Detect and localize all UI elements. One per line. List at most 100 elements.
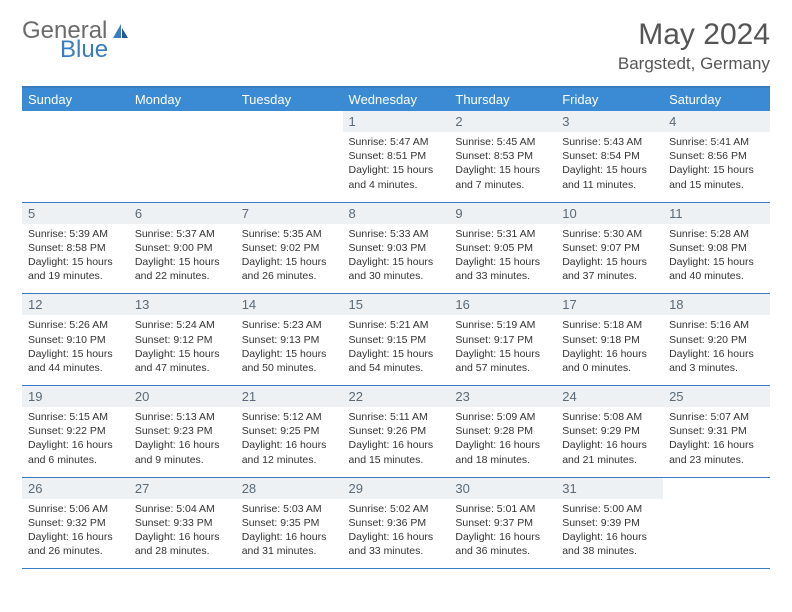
sail-icon bbox=[109, 19, 131, 46]
calendar-day-cell: 16Sunrise: 5:19 AMSunset: 9:17 PMDayligh… bbox=[449, 294, 556, 386]
day-details: Sunrise: 5:13 AMSunset: 9:23 PMDaylight:… bbox=[129, 407, 236, 477]
day-number: 15 bbox=[343, 294, 450, 315]
day-number: 11 bbox=[663, 203, 770, 224]
day-number: 3 bbox=[556, 111, 663, 132]
brand-logo: GeneralBlue bbox=[22, 18, 129, 68]
weekday-header: Sunday bbox=[22, 88, 129, 111]
day-details: Sunrise: 5:12 AMSunset: 9:25 PMDaylight:… bbox=[236, 407, 343, 477]
day-details: Sunrise: 5:06 AMSunset: 9:32 PMDaylight:… bbox=[22, 499, 129, 569]
empty-day bbox=[236, 111, 343, 133]
day-details: Sunrise: 5:07 AMSunset: 9:31 PMDaylight:… bbox=[663, 407, 770, 477]
day-number: 5 bbox=[22, 203, 129, 224]
day-number: 29 bbox=[343, 478, 450, 499]
calendar-day-cell: 26Sunrise: 5:06 AMSunset: 9:32 PMDayligh… bbox=[22, 477, 129, 569]
calendar-day-cell: 25Sunrise: 5:07 AMSunset: 9:31 PMDayligh… bbox=[663, 386, 770, 478]
day-details: Sunrise: 5:18 AMSunset: 9:18 PMDaylight:… bbox=[556, 315, 663, 385]
day-number: 24 bbox=[556, 386, 663, 407]
day-details: Sunrise: 5:23 AMSunset: 9:13 PMDaylight:… bbox=[236, 315, 343, 385]
weekday-header: Thursday bbox=[449, 88, 556, 111]
day-number: 25 bbox=[663, 386, 770, 407]
calendar-day-cell: 17Sunrise: 5:18 AMSunset: 9:18 PMDayligh… bbox=[556, 294, 663, 386]
day-details: Sunrise: 5:08 AMSunset: 9:29 PMDaylight:… bbox=[556, 407, 663, 477]
calendar-day-cell: 15Sunrise: 5:21 AMSunset: 9:15 PMDayligh… bbox=[343, 294, 450, 386]
weekday-header: Wednesday bbox=[343, 88, 450, 111]
weekday-header: Tuesday bbox=[236, 88, 343, 111]
day-details: Sunrise: 5:39 AMSunset: 8:58 PMDaylight:… bbox=[22, 224, 129, 294]
day-number: 4 bbox=[663, 111, 770, 132]
calendar-day-cell: 13Sunrise: 5:24 AMSunset: 9:12 PMDayligh… bbox=[129, 294, 236, 386]
day-number: 31 bbox=[556, 478, 663, 499]
day-details: Sunrise: 5:30 AMSunset: 9:07 PMDaylight:… bbox=[556, 224, 663, 294]
day-details: Sunrise: 5:16 AMSunset: 9:20 PMDaylight:… bbox=[663, 315, 770, 385]
day-number: 9 bbox=[449, 203, 556, 224]
calendar-day-cell bbox=[22, 111, 129, 202]
calendar-day-cell: 31Sunrise: 5:00 AMSunset: 9:39 PMDayligh… bbox=[556, 477, 663, 569]
day-number: 21 bbox=[236, 386, 343, 407]
calendar-day-cell bbox=[236, 111, 343, 202]
calendar-week-row: 19Sunrise: 5:15 AMSunset: 9:22 PMDayligh… bbox=[22, 386, 770, 478]
day-details: Sunrise: 5:09 AMSunset: 9:28 PMDaylight:… bbox=[449, 407, 556, 477]
calendar-body: 1Sunrise: 5:47 AMSunset: 8:51 PMDaylight… bbox=[22, 111, 770, 569]
calendar-week-row: 26Sunrise: 5:06 AMSunset: 9:32 PMDayligh… bbox=[22, 477, 770, 569]
day-number: 20 bbox=[129, 386, 236, 407]
empty-day bbox=[22, 111, 129, 133]
calendar-day-cell: 30Sunrise: 5:01 AMSunset: 9:37 PMDayligh… bbox=[449, 477, 556, 569]
day-details: Sunrise: 5:37 AMSunset: 9:00 PMDaylight:… bbox=[129, 224, 236, 294]
calendar-day-cell: 14Sunrise: 5:23 AMSunset: 9:13 PMDayligh… bbox=[236, 294, 343, 386]
calendar-week-row: 12Sunrise: 5:26 AMSunset: 9:10 PMDayligh… bbox=[22, 294, 770, 386]
calendar-day-cell: 4Sunrise: 5:41 AMSunset: 8:56 PMDaylight… bbox=[663, 111, 770, 202]
calendar-day-cell: 18Sunrise: 5:16 AMSunset: 9:20 PMDayligh… bbox=[663, 294, 770, 386]
brand-part2: Blue bbox=[60, 36, 108, 63]
day-number: 10 bbox=[556, 203, 663, 224]
weekday-header: Monday bbox=[129, 88, 236, 111]
day-number: 22 bbox=[343, 386, 450, 407]
header: GeneralBlue May 2024 Bargstedt, Germany bbox=[22, 18, 770, 74]
day-number: 1 bbox=[343, 111, 450, 132]
calendar-day-cell: 1Sunrise: 5:47 AMSunset: 8:51 PMDaylight… bbox=[343, 111, 450, 202]
calendar-day-cell: 2Sunrise: 5:45 AMSunset: 8:53 PMDaylight… bbox=[449, 111, 556, 202]
day-details: Sunrise: 5:19 AMSunset: 9:17 PMDaylight:… bbox=[449, 315, 556, 385]
day-number: 26 bbox=[22, 478, 129, 499]
calendar-day-cell: 11Sunrise: 5:28 AMSunset: 9:08 PMDayligh… bbox=[663, 202, 770, 294]
location-label: Bargstedt, Germany bbox=[618, 54, 770, 74]
day-details: Sunrise: 5:47 AMSunset: 8:51 PMDaylight:… bbox=[343, 132, 450, 202]
title-block: May 2024 Bargstedt, Germany bbox=[618, 18, 770, 74]
calendar-day-cell bbox=[663, 477, 770, 569]
calendar-day-cell: 29Sunrise: 5:02 AMSunset: 9:36 PMDayligh… bbox=[343, 477, 450, 569]
day-number: 28 bbox=[236, 478, 343, 499]
day-details bbox=[129, 133, 236, 193]
day-details: Sunrise: 5:35 AMSunset: 9:02 PMDaylight:… bbox=[236, 224, 343, 294]
calendar-day-cell: 24Sunrise: 5:08 AMSunset: 9:29 PMDayligh… bbox=[556, 386, 663, 478]
calendar-week-row: 1Sunrise: 5:47 AMSunset: 8:51 PMDaylight… bbox=[22, 111, 770, 202]
weekday-header: Friday bbox=[556, 88, 663, 111]
empty-day bbox=[663, 478, 770, 500]
day-details: Sunrise: 5:01 AMSunset: 9:37 PMDaylight:… bbox=[449, 499, 556, 569]
calendar-day-cell: 20Sunrise: 5:13 AMSunset: 9:23 PMDayligh… bbox=[129, 386, 236, 478]
calendar-day-cell: 19Sunrise: 5:15 AMSunset: 9:22 PMDayligh… bbox=[22, 386, 129, 478]
calendar-day-cell: 21Sunrise: 5:12 AMSunset: 9:25 PMDayligh… bbox=[236, 386, 343, 478]
weekday-header: Saturday bbox=[663, 88, 770, 111]
day-number: 7 bbox=[236, 203, 343, 224]
calendar-day-cell: 10Sunrise: 5:30 AMSunset: 9:07 PMDayligh… bbox=[556, 202, 663, 294]
day-details: Sunrise: 5:31 AMSunset: 9:05 PMDaylight:… bbox=[449, 224, 556, 294]
calendar-table: SundayMondayTuesdayWednesdayThursdayFrid… bbox=[22, 88, 770, 569]
day-details: Sunrise: 5:45 AMSunset: 8:53 PMDaylight:… bbox=[449, 132, 556, 202]
calendar-day-cell: 22Sunrise: 5:11 AMSunset: 9:26 PMDayligh… bbox=[343, 386, 450, 478]
day-number: 13 bbox=[129, 294, 236, 315]
calendar-day-cell: 28Sunrise: 5:03 AMSunset: 9:35 PMDayligh… bbox=[236, 477, 343, 569]
weekday-header-row: SundayMondayTuesdayWednesdayThursdayFrid… bbox=[22, 88, 770, 111]
calendar-day-cell: 9Sunrise: 5:31 AMSunset: 9:05 PMDaylight… bbox=[449, 202, 556, 294]
calendar-day-cell: 7Sunrise: 5:35 AMSunset: 9:02 PMDaylight… bbox=[236, 202, 343, 294]
calendar-day-cell bbox=[129, 111, 236, 202]
day-details: Sunrise: 5:43 AMSunset: 8:54 PMDaylight:… bbox=[556, 132, 663, 202]
calendar-day-cell: 5Sunrise: 5:39 AMSunset: 8:58 PMDaylight… bbox=[22, 202, 129, 294]
calendar-day-cell: 12Sunrise: 5:26 AMSunset: 9:10 PMDayligh… bbox=[22, 294, 129, 386]
day-number: 27 bbox=[129, 478, 236, 499]
day-details bbox=[236, 133, 343, 193]
calendar-day-cell: 3Sunrise: 5:43 AMSunset: 8:54 PMDaylight… bbox=[556, 111, 663, 202]
day-number: 30 bbox=[449, 478, 556, 499]
day-details: Sunrise: 5:26 AMSunset: 9:10 PMDaylight:… bbox=[22, 315, 129, 385]
day-details: Sunrise: 5:33 AMSunset: 9:03 PMDaylight:… bbox=[343, 224, 450, 294]
day-number: 8 bbox=[343, 203, 450, 224]
day-details: Sunrise: 5:41 AMSunset: 8:56 PMDaylight:… bbox=[663, 132, 770, 202]
